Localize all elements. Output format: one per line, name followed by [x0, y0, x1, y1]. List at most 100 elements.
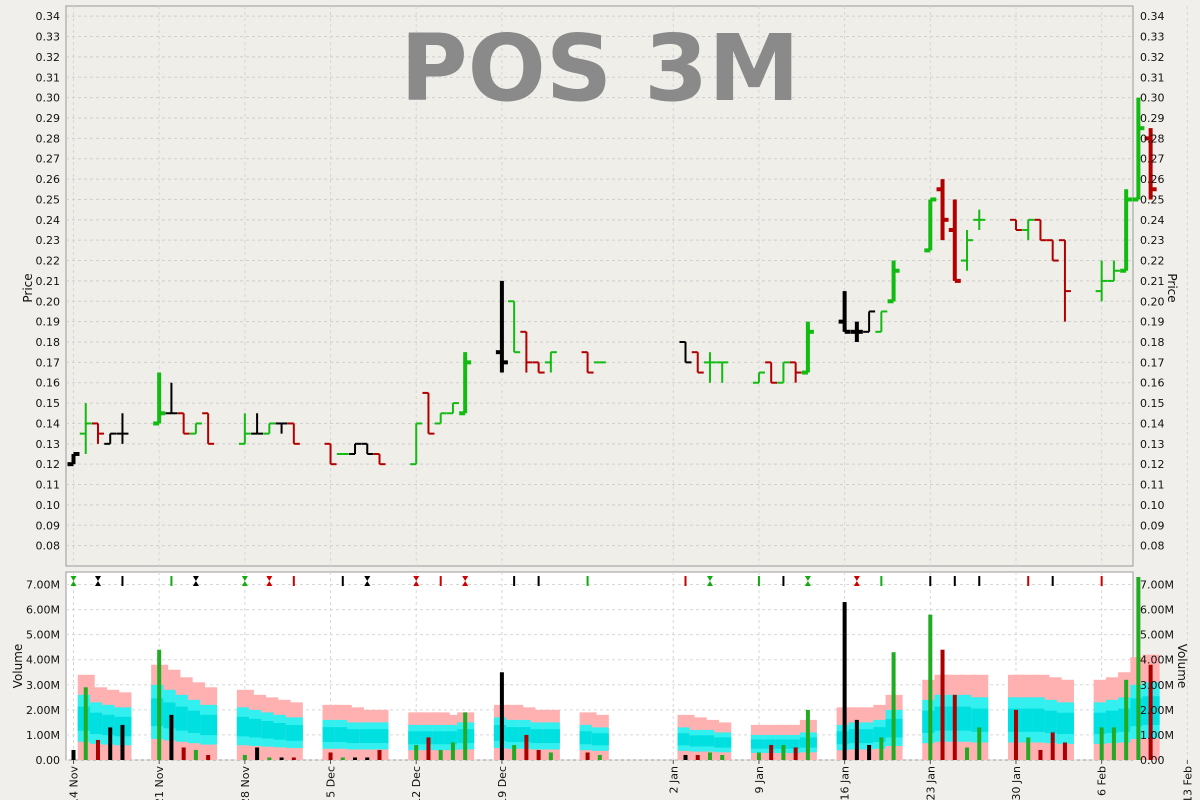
volume-bar: [524, 734, 529, 760]
date-x-ticks: 14 Nov 21 Nov 28 Nov 5 Dec 12 Dec 19 Dec 2 Jan…: [68, 760, 1194, 800]
volume-bar: [548, 752, 553, 760]
volume-bar: [328, 752, 333, 760]
ohlc-bar: [79, 403, 92, 454]
price-tick-label: 0.26: [36, 173, 61, 186]
ohlc-bar: [1009, 218, 1022, 231]
ohlc-bar: [104, 432, 117, 445]
volume-band-cyan-core: [591, 733, 609, 746]
volume-bar: [683, 754, 688, 760]
signal-arrow-up: [266, 581, 273, 586]
volume-bar: [707, 752, 712, 760]
ohlc-bar: [434, 412, 447, 425]
volume-axis-label-right: Volume: [1175, 644, 1189, 689]
volume-bar: [450, 742, 455, 760]
price-tick-label: 0.23: [36, 234, 61, 247]
date-tick-label: 14 Nov: [68, 766, 81, 800]
price-y-ticks-right: 0.08 0.09 0.10 0.11 0.12 0.13 0.14 0.15 0.16 0.17…: [1140, 10, 1165, 552]
volume-band-cyan-core: [763, 739, 781, 749]
price-tick-label: 0.25: [1140, 193, 1165, 206]
price-tick-label: 0.24: [1140, 214, 1165, 227]
ohlc-bar: [202, 412, 215, 445]
ohlc-bar: [91, 422, 104, 444]
ohlc-bar: [1022, 218, 1035, 241]
ohlc-bar: [863, 310, 876, 333]
ohlc-bar: [716, 361, 729, 383]
price-tick-label: 0.08: [36, 540, 61, 553]
volume-bar: [1148, 664, 1153, 760]
ohlc-bar: [1095, 260, 1108, 302]
price-tick-label: 0.30: [1140, 92, 1165, 105]
price-tick-label: 0.19: [36, 316, 61, 329]
price-tick-label: 0.33: [1140, 31, 1165, 44]
volume-band-cyan-core: [787, 739, 805, 749]
ohlc-bar: [189, 422, 202, 435]
price-tick-label: 0.14: [1140, 417, 1165, 430]
volume-tick-label: 3.00M: [26, 679, 60, 692]
ohlc-bar: [1144, 128, 1157, 200]
volume-bar: [499, 672, 504, 760]
volume-bar: [781, 744, 786, 760]
ohlc-bar: [67, 452, 80, 467]
volume-band-cyan-core: [971, 708, 989, 732]
volume-band-cyan-core: [371, 729, 389, 744]
ohlc-bar: [801, 321, 814, 375]
signal-arrow-up: [853, 581, 860, 586]
price-tick-label: 0.28: [1140, 132, 1165, 145]
volume-bar: [1099, 727, 1104, 760]
signal-arrow-down: [266, 576, 273, 581]
volume-bar: [695, 754, 700, 760]
price-tick-label: 0.09: [36, 519, 61, 532]
ohlc-bar: [263, 422, 276, 435]
signal-arrow-up: [192, 581, 199, 586]
date-tick-label: 6 Feb: [1096, 766, 1109, 796]
volume-bar: [83, 687, 88, 760]
volume-band-cyan-core: [689, 735, 707, 747]
price-tick-label: 0.22: [36, 255, 61, 268]
volume-bar: [793, 747, 798, 760]
ohlc-bar: [275, 422, 288, 434]
price-tick-label: 0.13: [36, 438, 61, 451]
ohlc-bar: [765, 361, 778, 384]
price-tick-label: 0.19: [1140, 316, 1165, 329]
price-tick-label: 0.11: [36, 479, 61, 492]
volume-bands: [77, 654, 1160, 760]
ohlc-bar: [165, 382, 178, 415]
ohlc-bar: [361, 442, 374, 455]
ohlc-bar: [948, 199, 961, 283]
ohlc-bar: [679, 341, 692, 364]
signal-arrow-up: [94, 581, 101, 586]
price-tick-label: 0.27: [36, 153, 61, 166]
volume-bar: [1111, 727, 1116, 760]
volume-bar: [426, 737, 431, 760]
signal-arrow-up: [706, 581, 713, 586]
price-tick-label: 0.16: [1140, 377, 1165, 390]
date-tick-label: 5 Dec: [325, 766, 338, 798]
price-y-ticks-left: 0.08 0.09 0.10 0.11 0.12 0.13 0.14 0.15 0.16 0.17…: [36, 10, 61, 552]
volume-bar: [1038, 749, 1043, 760]
volume-bar: [879, 737, 884, 760]
volume-tick-label: 1.00M: [26, 729, 60, 742]
ohlc-bar: [459, 352, 472, 416]
signal-arrow-down: [364, 576, 371, 581]
price-tick-label: 0.15: [1140, 397, 1165, 410]
volume-bar: [438, 749, 443, 760]
volume-bar: [279, 757, 284, 760]
volume-tick-label: 0.00: [1140, 754, 1165, 767]
volume-bar: [365, 757, 370, 760]
volume-bar: [414, 744, 419, 760]
signal-arrow-down: [94, 576, 101, 581]
volume-bar: [255, 747, 260, 760]
signal-markers: [70, 576, 1103, 586]
signal-arrow-down: [192, 576, 199, 581]
volume-bar: [157, 649, 162, 760]
volume-bar: [169, 714, 174, 760]
volume-tick-label: 6.00M: [26, 604, 60, 617]
date-tick-label: 12 Dec: [410, 766, 423, 800]
volume-bar: [242, 754, 247, 760]
volume-bar: [585, 752, 590, 760]
date-tick-label: 30 Jan: [1010, 766, 1023, 800]
signal-arrow-down: [70, 576, 77, 581]
price-tick-label: 0.15: [36, 397, 61, 410]
signal-arrow-down: [706, 576, 713, 581]
